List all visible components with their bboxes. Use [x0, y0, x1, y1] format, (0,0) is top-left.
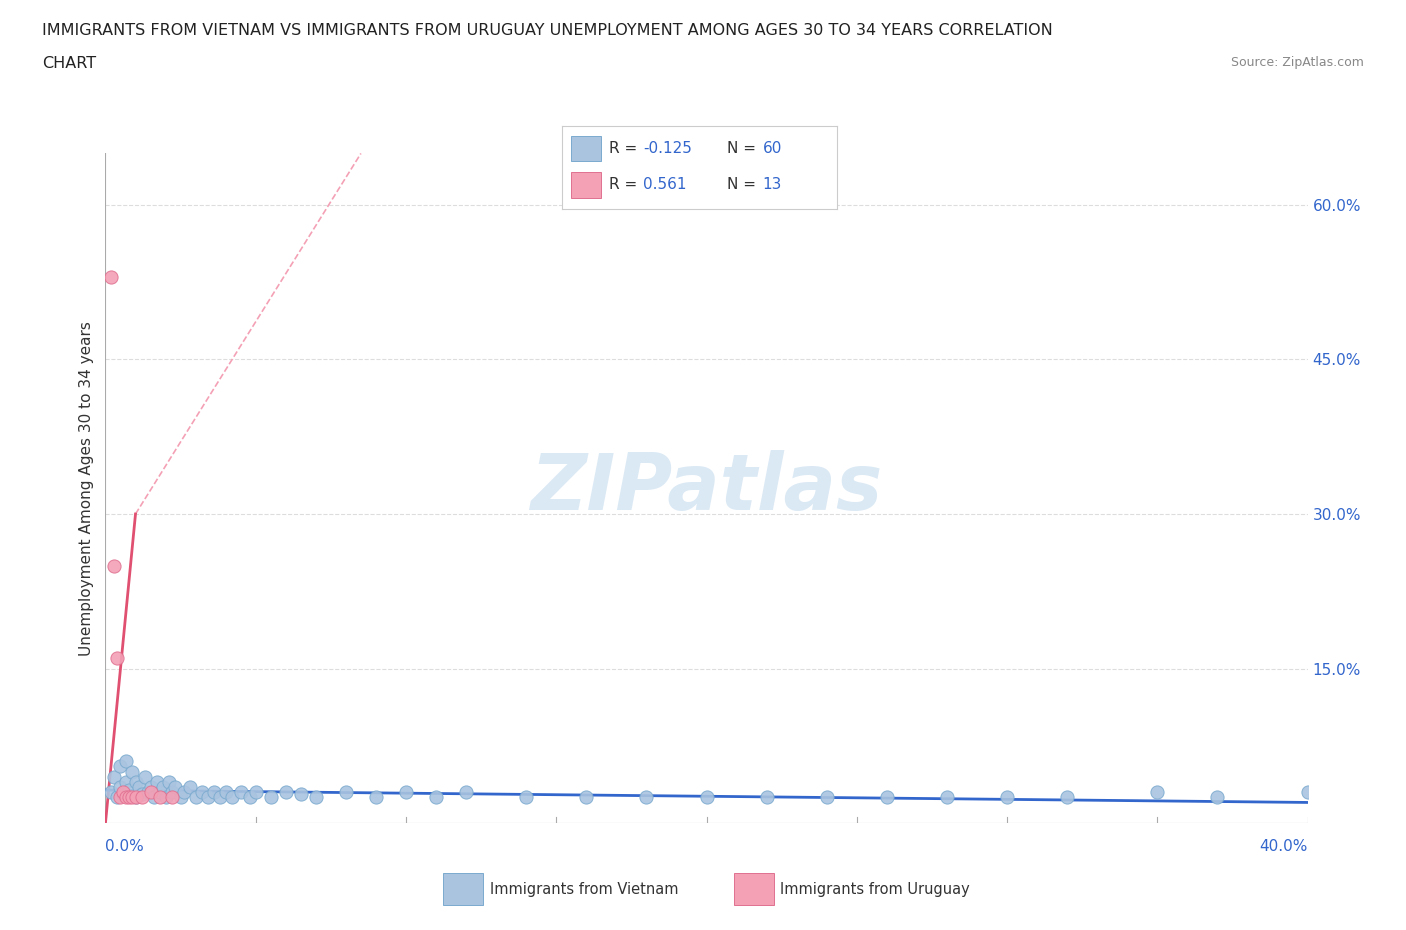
Point: [124, 775, 146, 790]
Bar: [571, 172, 600, 197]
Point: [163, 779, 186, 794]
Point: [221, 790, 243, 804]
Point: [115, 775, 138, 790]
Text: N =: N =: [727, 178, 761, 193]
Point: [115, 754, 138, 769]
Point: [425, 790, 447, 804]
Point: [169, 790, 191, 804]
Text: -0.125: -0.125: [644, 140, 692, 155]
Point: [124, 790, 146, 804]
Point: [121, 790, 143, 804]
Point: [636, 790, 658, 804]
Point: [208, 790, 231, 804]
Point: [100, 270, 122, 285]
Point: [139, 785, 162, 800]
Text: 0.561: 0.561: [644, 178, 686, 193]
Point: [160, 790, 183, 804]
Point: [229, 785, 252, 800]
Point: [454, 785, 477, 800]
Text: Source: ZipAtlas.com: Source: ZipAtlas.com: [1230, 56, 1364, 69]
Point: [124, 790, 146, 804]
Y-axis label: Unemployment Among Ages 30 to 34 years: Unemployment Among Ages 30 to 34 years: [79, 321, 94, 656]
Point: [274, 785, 297, 800]
Point: [1206, 790, 1229, 804]
Point: [395, 785, 418, 800]
Point: [155, 790, 177, 804]
Point: [112, 785, 135, 800]
Point: [121, 764, 143, 779]
Point: [115, 790, 138, 804]
Point: [131, 787, 153, 802]
Point: [515, 790, 537, 804]
Point: [305, 790, 328, 804]
Point: [100, 785, 122, 800]
Point: [107, 790, 129, 804]
Text: IMMIGRANTS FROM VIETNAM VS IMMIGRANTS FROM URUGUAY UNEMPLOYMENT AMONG AGES 30 TO: IMMIGRANTS FROM VIETNAM VS IMMIGRANTS FR…: [42, 23, 1053, 38]
Text: R =: R =: [609, 178, 643, 193]
Point: [118, 783, 141, 798]
Point: [131, 790, 153, 804]
Point: [157, 775, 180, 790]
Point: [260, 790, 283, 804]
Point: [110, 779, 132, 794]
Point: [145, 775, 167, 790]
Point: [148, 785, 170, 800]
Point: [190, 785, 212, 800]
Point: [335, 785, 357, 800]
Point: [142, 790, 165, 804]
Point: [148, 790, 170, 804]
Text: Immigrants from Uruguay: Immigrants from Uruguay: [780, 882, 970, 897]
Point: [103, 558, 125, 573]
Point: [110, 790, 132, 804]
Text: 40.0%: 40.0%: [1260, 839, 1308, 854]
Point: [184, 790, 207, 804]
Point: [696, 790, 718, 804]
Point: [110, 759, 132, 774]
Point: [152, 779, 174, 794]
Point: [876, 790, 898, 804]
Point: [1296, 785, 1319, 800]
Point: [575, 790, 598, 804]
Point: [202, 785, 225, 800]
Point: [245, 785, 267, 800]
Point: [173, 785, 195, 800]
Text: N =: N =: [727, 140, 761, 155]
Bar: [571, 136, 600, 161]
Point: [139, 779, 162, 794]
Point: [936, 790, 959, 804]
Point: [755, 790, 778, 804]
Point: [1146, 785, 1168, 800]
Point: [112, 787, 135, 802]
Point: [815, 790, 838, 804]
Point: [136, 785, 159, 800]
Point: [214, 785, 236, 800]
Bar: [443, 873, 484, 905]
Point: [290, 787, 312, 802]
Text: 60: 60: [762, 140, 782, 155]
Point: [1056, 790, 1078, 804]
Point: [128, 779, 150, 794]
Point: [197, 790, 219, 804]
Bar: [734, 873, 775, 905]
Text: R =: R =: [609, 140, 643, 155]
Text: ZIPatlas: ZIPatlas: [530, 450, 883, 526]
Point: [239, 790, 262, 804]
Point: [107, 651, 129, 666]
Point: [179, 779, 201, 794]
Point: [364, 790, 387, 804]
Point: [134, 769, 156, 784]
Text: 0.0%: 0.0%: [105, 839, 145, 854]
Point: [118, 790, 141, 804]
Text: CHART: CHART: [42, 56, 96, 71]
Point: [103, 769, 125, 784]
Text: 13: 13: [762, 178, 782, 193]
Point: [160, 785, 183, 800]
Point: [995, 790, 1018, 804]
Text: Immigrants from Vietnam: Immigrants from Vietnam: [489, 882, 678, 897]
